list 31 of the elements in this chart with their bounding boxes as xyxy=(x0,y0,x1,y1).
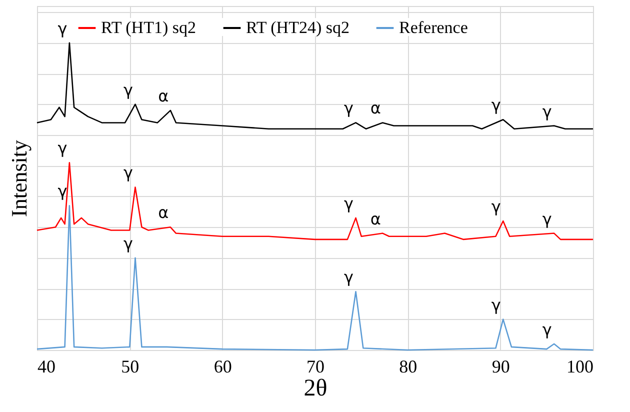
y-axis-title: Intensity xyxy=(6,140,32,217)
annotation: γ xyxy=(58,182,68,201)
annotation: γ xyxy=(58,138,68,158)
annotation: γ xyxy=(344,268,354,287)
annotation: γ xyxy=(58,18,68,38)
annotation: γ xyxy=(542,209,552,228)
x-tick-label: 100 xyxy=(566,356,594,376)
annotation: γ xyxy=(491,197,501,216)
annotation: α xyxy=(370,98,381,118)
legend-label: RT (HT1) sq2 xyxy=(101,18,196,37)
x-tick-label: 80 xyxy=(399,356,418,376)
legend-label: Reference xyxy=(399,18,468,37)
annotation: γ xyxy=(491,96,501,115)
x-tick-label: 40 xyxy=(38,356,56,376)
annotation: α xyxy=(370,209,381,228)
annotation: γ xyxy=(344,194,354,213)
legend-label: RT (HT24) sq2 xyxy=(246,18,350,37)
annotation: γ xyxy=(123,163,133,182)
x-tick-label: 60 xyxy=(214,356,232,376)
x-tick-label: 90 xyxy=(492,356,510,376)
x-tick-label: 50 xyxy=(121,356,140,376)
annotation: γ xyxy=(344,98,354,118)
annotation: γ xyxy=(542,320,552,339)
annotation: γ xyxy=(123,80,133,100)
annotation: γ xyxy=(491,295,501,314)
x-axis-title: 2θ xyxy=(304,376,328,402)
x-tick-label: 70 xyxy=(306,356,324,376)
annotation: γ xyxy=(123,234,133,253)
annotation: α xyxy=(158,203,169,222)
annotation: α xyxy=(158,86,169,106)
annotation: γ xyxy=(542,102,552,121)
